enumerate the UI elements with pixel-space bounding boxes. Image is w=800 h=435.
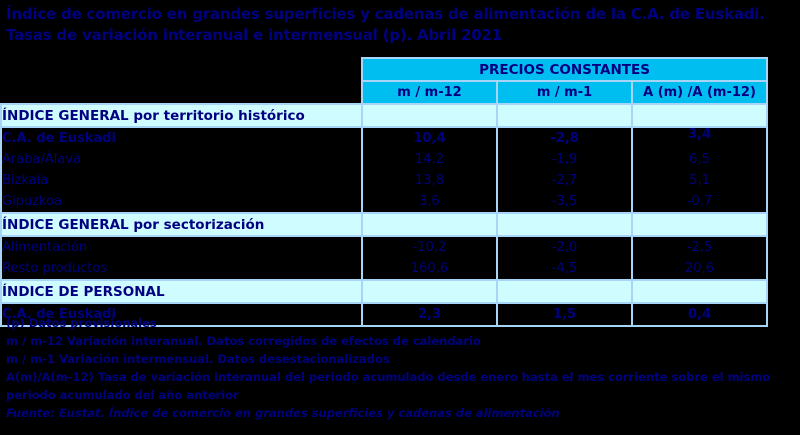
section-row-territorio: ÍNDICE GENERAL por territorio histórico [0,103,769,128]
value-cell: 1,5 [496,303,633,327]
section-row-personal: ÍNDICE DE PERSONAL [0,279,769,304]
value-cell: -2,0 [496,236,633,258]
row-label-personal-ca-euskadi: C.A. de Euskadi [0,303,363,327]
group-header-precios-constantes: PRECIOS CONSTANTES [360,57,769,82]
value-cell: -0,7 [630,191,769,213]
corner-cell [1,58,362,81]
index-table: PRECIOS CONSTANTES m / m-12 m / m-1 A (m… [0,57,769,327]
row-label-alimentacion: Alimentación [0,236,363,258]
footnote-m-m1: m / m-1 Variación intermensual. Datos de… [6,352,390,366]
row-label-araba: Araba/Álava [0,149,363,170]
value-cell: -2,8 [496,127,633,149]
section-empty-cell [496,212,633,237]
value-cell: -2,5 [630,236,769,258]
section-empty-cell [630,103,769,128]
footnote-am-am12: A(m)/A(m-12) Tasa de variación interanua… [6,370,771,402]
value-cell: 2,3 [361,303,498,327]
section-label-personal: ÍNDICE DE PERSONAL [0,279,363,304]
table-row: C.A. de Euskadi 10,4 -2,8 3,4 [0,127,769,149]
table-row: Araba/Álava 14,2 -1,9 6,5 [0,149,769,170]
table-column-header-row: m / m-12 m / m-1 A (m) /A (m-12) [1,80,769,105]
page-title: Índice de comercio en grandes superficie… [6,5,765,44]
row-label-resto-productos: Resto productos [0,258,363,280]
value-cell: -1,9 [496,149,633,170]
section-empty-cell [630,279,769,304]
section-empty-cell [496,279,633,304]
value-cell: 160,6 [361,258,498,280]
row-label-ca-euskadi: C.A. de Euskadi [0,127,363,149]
table-row: C.A. de Euskadi 2,3 1,5 0,4 [0,303,769,327]
row-label-bizkaia: Bizkaia [0,170,363,191]
value-cell: 13,8 [361,170,498,191]
section-label-territorio: ÍNDICE GENERAL por territorio histórico [0,103,363,128]
value-cell: -3,5 [496,191,633,213]
table-row: Resto productos 160,6 -4,5 20,6 [0,258,769,280]
value-cell: 10,4 [361,127,498,149]
section-empty-cell [361,103,498,128]
section-empty-cell [496,103,633,128]
value-cell: -2,7 [496,170,633,191]
value-cell: 14,2 [361,149,498,170]
value-cell: -10,2 [361,236,498,258]
value-cell: -4,5 [496,258,633,280]
value-cell: 20,6 [630,258,769,280]
section-label-sectorizacion: ÍNDICE GENERAL por sectorización [0,212,363,237]
section-empty-cell [630,212,769,237]
table-group-header-row: PRECIOS CONSTANTES [1,57,769,82]
corner-cell [1,81,362,104]
value-cell: 6,5 [630,149,769,170]
value-cell: 0,4 [630,303,769,327]
column-header-am-am12: A (m) /A (m-12) [630,80,769,105]
column-header-m-m12: m / m-12 [361,80,498,105]
footnote-m-m12: m / m-12 Variación interanual. Datos cor… [6,334,481,348]
value-cell: 3,4 [630,127,769,149]
value-cell: 3,6 [361,191,498,213]
table-row: Gipuzkoa 3,6 -3,5 -0,7 [0,191,769,213]
table-row: Bizkaia 13,8 -2,7 5,1 [0,170,769,191]
section-empty-cell [361,212,498,237]
footnote-provisional: (p) Datos provisionales [6,316,157,330]
footnotes-block: (p) Datos provisionales m / m-12 Variaci… [6,314,790,422]
section-empty-cell [361,279,498,304]
section-row-sectorizacion: ÍNDICE GENERAL por sectorización [0,212,769,237]
row-label-gipuzkoa: Gipuzkoa [0,191,363,213]
table-row: Alimentación -10,2 -2,0 -2,5 [0,236,769,258]
value-cell: 5,1 [630,170,769,191]
source-line: Fuente: Eustat. Índice de comercio en gr… [6,406,560,420]
column-header-m-m1: m / m-1 [496,80,633,105]
